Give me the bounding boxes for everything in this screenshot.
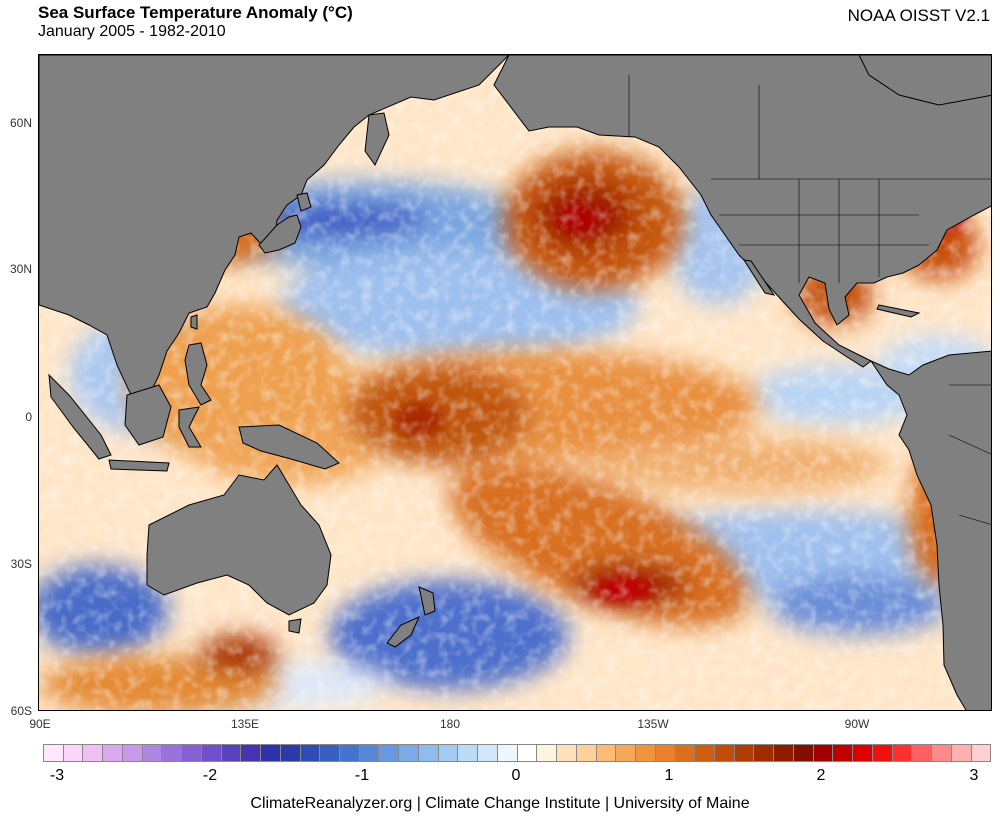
color-scale-cell [912,745,933,761]
scale-label-minus3: -3 [49,767,65,784]
sst-anomaly-map[interactable] [38,54,992,711]
color-scale-cell [458,745,479,761]
color-scale-cell [932,745,952,761]
color-scale-cell [359,745,380,761]
lat-label-30s: 30S [10,557,32,571]
color-scale-cell [340,745,360,761]
north-america [493,55,991,368]
color-scale-cell [754,745,775,761]
color-scale-bar [43,744,991,762]
color-scale-cell [596,745,617,761]
credits-footer: ClimateReanalyzer.org | Climate Change I… [250,795,750,812]
color-scale-cell [853,745,873,761]
taiwan [190,314,198,330]
australia [146,464,332,616]
color-scale-cell [201,745,222,761]
south-america [869,350,991,710]
scale-label-minus2: -2 [202,767,218,784]
color-scale-cell [813,745,834,761]
tasmania [288,618,302,634]
sulawesi [178,406,202,448]
color-scale-cell [280,745,301,761]
color-scale-cell [774,745,794,761]
color-scale-cell [122,745,143,761]
color-scale-cell [734,745,755,761]
lon-label-90w: 90W [844,717,870,731]
greenland-edge [858,55,991,106]
scale-label-2: 2 [816,767,826,784]
dataset-label: NOAA OISST V2.1 [847,6,990,25]
color-scale-cell [833,745,854,761]
color-scale-cell [379,745,400,761]
political-borders [628,75,991,525]
color-scale-cell [616,745,637,761]
lat-label-30n: 30N [9,262,32,276]
color-scale-cell [162,745,183,761]
land-masses [39,55,991,710]
new-guinea [238,424,340,470]
scale-label-1: 1 [664,767,674,784]
japan [258,214,302,254]
map-subtitle: January 2005 - 1982-2010 [38,23,226,40]
new-zealand [418,586,436,616]
baja-california [742,259,776,296]
color-scale-cell [142,745,163,761]
new-zealand-south [386,616,420,648]
cuba [876,304,921,318]
lon-label-180: 180 [439,717,461,731]
color-scale-cell [517,745,538,761]
color-scale-cell [793,745,814,761]
color-scale-cell [537,745,558,761]
scale-label-zero: 0 [511,767,521,784]
color-scale-cell [399,745,419,761]
color-scale-cell [320,745,341,761]
hokkaido [296,192,312,212]
color-scale-cell [576,745,597,761]
color-scale-cell [438,745,459,761]
color-scale-cell [675,745,696,761]
color-scale-cell [892,745,913,761]
color-scale-cell [497,745,518,761]
lon-label-135w: 135W [637,717,669,731]
color-scale-cell [300,745,321,761]
color-scale-cell [695,745,715,761]
lon-label-135e: 135E [230,717,260,731]
sumatra [48,373,112,460]
lat-label-60s: 60S [10,704,32,718]
lon-label-90e: 90E [29,717,51,731]
color-scale-cell [241,745,262,761]
borneo [124,384,172,446]
kamchatka [364,112,390,166]
color-scale-cell [418,745,439,761]
color-scale-cell [182,745,202,761]
map-title: Sea Surface Temperature Anomaly (°C) [38,3,353,22]
map-canvas [39,55,991,710]
philippines [184,342,212,406]
scale-label-minus1: -1 [354,767,370,784]
lat-label-60n: 60N [9,116,32,130]
color-scale-cell [714,745,735,761]
color-scale-cell [221,745,242,761]
color-scale-cell [951,745,972,761]
color-scale-cell [655,745,676,761]
scale-label-3: 3 [969,767,979,784]
color-scale-cell [83,745,104,761]
color-scale-cell [103,745,123,761]
color-scale-cell [636,745,656,761]
java [108,459,170,472]
lat-label-equator: 0 [25,410,32,424]
color-scale-cell [63,745,84,761]
color-scale-cell [872,745,893,761]
color-scale-cell [971,745,991,761]
color-scale-cell [557,745,577,761]
color-scale-cell [478,745,498,761]
color-scale-cell [44,745,64,761]
color-scale-cell [261,745,281,761]
